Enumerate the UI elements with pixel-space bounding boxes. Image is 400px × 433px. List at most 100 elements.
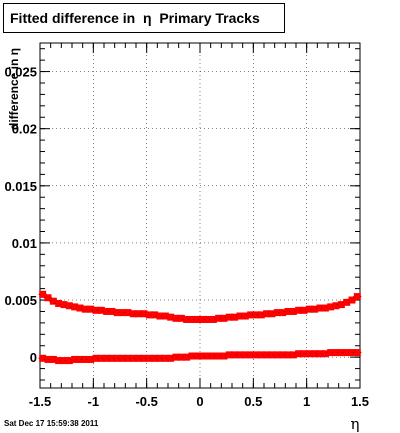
data-point-series-2 xyxy=(135,354,143,362)
axis-ticks xyxy=(39,43,361,388)
data-point-series-2 xyxy=(353,349,361,357)
data-point-series-2 xyxy=(241,351,249,359)
data-point-series-1 xyxy=(231,313,239,321)
data-markers xyxy=(38,290,362,365)
data-point-series-1 xyxy=(188,315,196,323)
data-point-series-1 xyxy=(295,306,303,314)
data-point-series-2 xyxy=(295,350,303,358)
data-point-series-2 xyxy=(188,352,196,360)
data-point-series-1 xyxy=(257,311,265,319)
data-point-series-2 xyxy=(167,354,175,362)
data-point-series-1 xyxy=(44,294,52,302)
data-point-series-1 xyxy=(172,314,180,322)
grid-lines xyxy=(39,43,361,388)
y-tick-label: 0.005 xyxy=(4,293,37,308)
data-point-series-2 xyxy=(252,351,260,359)
data-point-series-2 xyxy=(183,353,191,361)
data-point-series-1 xyxy=(247,311,255,319)
data-point-series-2 xyxy=(65,357,73,365)
data-point-series-2 xyxy=(49,355,57,363)
y-tick-label: 0 xyxy=(30,350,37,365)
y-tick-label: 0.015 xyxy=(4,179,37,194)
data-point-series-1 xyxy=(87,305,95,313)
data-point-series-1 xyxy=(113,309,121,317)
data-point-series-1 xyxy=(204,315,212,323)
data-point-series-2 xyxy=(348,349,356,357)
data-point-series-1 xyxy=(268,310,276,318)
x-tick-label: -0.5 xyxy=(135,394,157,409)
data-point-series-1 xyxy=(183,315,191,323)
data-point-series-2 xyxy=(129,354,137,362)
data-point-series-1 xyxy=(81,305,89,313)
y-tick-label: 0.02 xyxy=(12,122,37,137)
data-point-series-2 xyxy=(44,355,52,363)
data-point-series-2 xyxy=(60,357,68,365)
data-point-series-2 xyxy=(39,354,47,362)
data-point-series-1 xyxy=(167,313,175,321)
data-point-series-1 xyxy=(220,314,228,322)
data-point-series-1 xyxy=(156,312,164,320)
data-point-series-1 xyxy=(76,304,84,312)
x-tick-label: 0.5 xyxy=(244,394,262,409)
data-point-series-1 xyxy=(161,312,169,320)
data-point-series-1 xyxy=(353,293,361,301)
data-point-series-2 xyxy=(263,351,271,359)
data-point-series-2 xyxy=(204,352,212,360)
data-point-series-2 xyxy=(321,350,329,358)
data-point-series-2 xyxy=(311,350,319,358)
data-point-series-2 xyxy=(225,351,233,359)
data-point-series-1 xyxy=(209,315,217,323)
data-point-series-2 xyxy=(113,354,121,362)
data-point-series-1 xyxy=(140,310,148,318)
data-point-series-1 xyxy=(311,305,319,313)
data-point-series-1 xyxy=(343,298,351,306)
data-point-series-1 xyxy=(279,309,287,317)
y-tick-labels: 0 0.005 0.01 0.015 0.02 0.025 xyxy=(4,65,37,366)
x-axis-label: η xyxy=(351,415,360,433)
data-point-series-1 xyxy=(145,311,153,319)
data-point-series-2 xyxy=(209,352,217,360)
data-point-series-2 xyxy=(220,352,228,360)
data-point-series-1 xyxy=(97,306,105,314)
data-point-series-2 xyxy=(119,354,127,362)
data-point-series-1 xyxy=(289,307,297,315)
data-point-series-1 xyxy=(49,297,57,305)
data-point-series-1 xyxy=(225,313,233,321)
x-tick-label: -1 xyxy=(88,394,100,409)
data-point-series-1 xyxy=(348,296,356,304)
data-point-series-1 xyxy=(129,310,137,318)
data-point-series-1 xyxy=(177,314,185,322)
y-axis-label: difference in η xyxy=(7,48,21,130)
data-point-series-2 xyxy=(87,355,95,363)
data-point-series-2 xyxy=(289,351,297,359)
data-point-series-2 xyxy=(55,357,63,365)
data-point-series-2 xyxy=(151,354,159,362)
data-point-series-1 xyxy=(71,303,79,311)
data-point-series-2 xyxy=(268,351,276,359)
data-point-series-2 xyxy=(337,349,345,357)
data-point-series-2 xyxy=(124,354,132,362)
data-point-series-2 xyxy=(332,349,340,357)
data-point-series-1 xyxy=(124,309,132,317)
data-point-series-2 xyxy=(156,354,164,362)
data-point-series-2 xyxy=(343,349,351,357)
data-point-series-1 xyxy=(65,302,73,310)
data-point-series-1 xyxy=(284,307,292,315)
x-tick-label: -1.5 xyxy=(29,394,51,409)
x-tick-label: 0 xyxy=(196,394,203,409)
data-point-series-1 xyxy=(199,315,207,323)
data-point-series-2 xyxy=(284,351,292,359)
data-point-series-2 xyxy=(327,349,335,357)
data-point-series-2 xyxy=(215,352,223,360)
data-point-series-1 xyxy=(332,302,340,310)
data-point-series-2 xyxy=(316,350,324,358)
data-point-series-2 xyxy=(92,354,100,362)
data-point-series-1 xyxy=(135,310,143,318)
data-point-series-2 xyxy=(199,352,207,360)
data-point-series-2 xyxy=(145,354,153,362)
data-point-series-2 xyxy=(172,353,180,361)
data-point-series-2 xyxy=(247,351,255,359)
data-point-series-2 xyxy=(97,354,105,362)
y-tick-label: 0.025 xyxy=(4,65,37,80)
data-point-series-1 xyxy=(55,299,63,307)
